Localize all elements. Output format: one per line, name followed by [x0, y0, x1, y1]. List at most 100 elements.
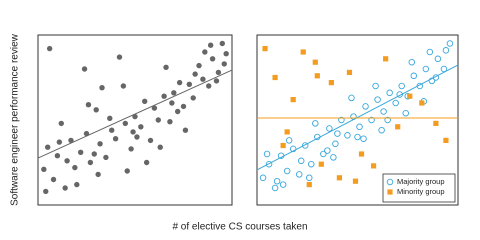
point: [169, 100, 175, 106]
point: [285, 137, 293, 144]
point: [62, 185, 68, 191]
point: [284, 129, 290, 135]
point: [374, 96, 381, 103]
point: [91, 151, 97, 157]
point: [72, 164, 78, 171]
point: [68, 137, 74, 144]
point: [130, 129, 136, 135]
point: [380, 108, 387, 115]
point: [134, 134, 140, 140]
point: [279, 181, 287, 188]
point: [396, 91, 403, 98]
point: [192, 71, 198, 77]
point: [43, 188, 49, 195]
point: [346, 69, 353, 75]
legend-label: Minority group: [397, 187, 445, 196]
point: [200, 76, 206, 82]
point: [362, 103, 369, 110]
trend-line: [256, 64, 459, 171]
point: [147, 137, 154, 144]
point: [74, 181, 80, 188]
point: [324, 147, 331, 154]
point: [336, 175, 343, 181]
point: [176, 79, 183, 86]
point: [402, 109, 409, 117]
point: [174, 108, 181, 115]
point: [259, 174, 267, 182]
point: [124, 168, 130, 174]
point: [64, 158, 70, 164]
point: [97, 141, 103, 147]
point: [103, 154, 109, 161]
x-axis-label: # of elective CS courses taken: [172, 222, 307, 233]
point: [442, 47, 450, 54]
point: [352, 178, 359, 184]
point: [95, 171, 101, 178]
point: [186, 81, 193, 88]
point: [280, 142, 286, 149]
point: [320, 150, 327, 158]
point: [221, 61, 227, 67]
point: [45, 144, 51, 150]
point: [93, 107, 99, 113]
point: [419, 100, 425, 106]
point: [283, 167, 291, 175]
point: [306, 174, 313, 182]
point: [182, 127, 189, 133]
point: [202, 49, 208, 55]
point: [398, 82, 405, 90]
point: [358, 151, 365, 157]
y-axis-label: Software engineer performance review: [10, 33, 21, 206]
point: [143, 159, 150, 166]
point: [370, 163, 377, 169]
point: [332, 140, 339, 148]
point: [301, 142, 309, 149]
point: [314, 73, 320, 79]
point: [155, 117, 161, 123]
plot-frame: [256, 34, 459, 206]
point: [213, 78, 220, 84]
point: [273, 177, 281, 185]
point: [289, 145, 297, 153]
point: [50, 176, 57, 183]
legend-marker: [387, 189, 393, 195]
point: [328, 80, 334, 86]
point: [422, 65, 430, 73]
point: [196, 62, 202, 69]
point: [356, 123, 363, 131]
point: [407, 93, 413, 99]
point: [312, 120, 319, 127]
point: [58, 120, 64, 127]
point: [157, 144, 163, 150]
point: [306, 182, 312, 188]
point: [392, 99, 399, 107]
point: [207, 42, 214, 48]
point: [295, 171, 303, 178]
point: [334, 130, 341, 137]
point: [326, 125, 333, 132]
point: [384, 116, 391, 124]
point: [308, 160, 315, 168]
point: [312, 59, 318, 65]
point: [167, 119, 173, 125]
point: [85, 102, 92, 108]
point: [190, 95, 196, 101]
point: [215, 69, 222, 76]
point: [151, 105, 158, 111]
point: [330, 154, 337, 161]
point: [56, 139, 63, 145]
point: [344, 132, 351, 139]
point: [378, 126, 385, 134]
point: [434, 55, 442, 63]
point: [408, 58, 416, 66]
point: [54, 153, 61, 159]
point: [107, 115, 113, 122]
legend-marker: [386, 178, 394, 186]
point: [395, 124, 401, 130]
point: [354, 133, 361, 141]
point: [368, 116, 375, 124]
point: [209, 56, 216, 62]
point: [318, 161, 324, 167]
point: [206, 83, 212, 89]
